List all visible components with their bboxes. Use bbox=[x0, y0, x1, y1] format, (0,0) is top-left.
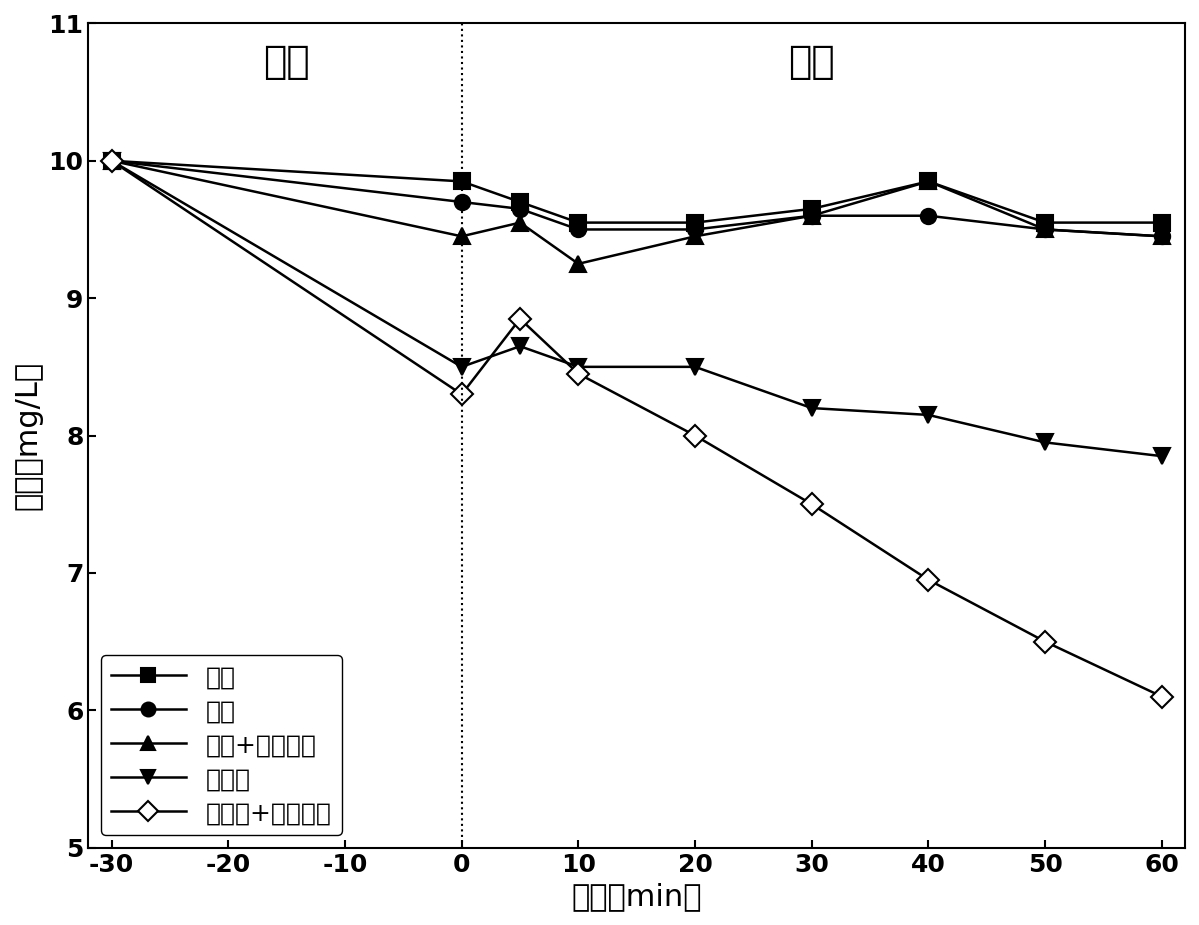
光解+超声雾化 bbox=[513, 217, 528, 228]
Legend: 空白, 光解, 光解+超声雾化, 光催化, 光催化+超声雾化: 空白, 光解, 光解+超声雾化, 光催化, 光催化+超声雾化 bbox=[101, 655, 342, 835]
Line: 光解+超声雾化: 光解+超声雾化 bbox=[104, 154, 1169, 271]
光催化+超声雾化 bbox=[454, 388, 469, 400]
光解+超声雾化 bbox=[571, 258, 585, 269]
光解 bbox=[571, 224, 585, 235]
光催化+超声雾化 bbox=[513, 314, 528, 325]
空白 bbox=[104, 155, 119, 166]
空白 bbox=[1038, 217, 1053, 228]
Line: 光催化+超声雾化: 光催化+超声雾化 bbox=[104, 154, 1169, 704]
光解+超声雾化 bbox=[805, 210, 819, 221]
光催化+超声雾化 bbox=[571, 368, 585, 379]
光催化 bbox=[688, 362, 703, 373]
X-axis label: 时间（min）: 时间（min） bbox=[572, 882, 701, 911]
光解 bbox=[688, 224, 703, 235]
空白 bbox=[571, 217, 585, 228]
光解+超声雾化 bbox=[921, 176, 935, 187]
光解 bbox=[1155, 230, 1169, 241]
空白 bbox=[805, 204, 819, 215]
空白 bbox=[513, 196, 528, 207]
光解+超声雾化 bbox=[1038, 224, 1053, 235]
光催化+超声雾化 bbox=[104, 155, 119, 166]
光催化+超声雾化 bbox=[688, 430, 703, 441]
光解 bbox=[921, 210, 935, 221]
光解 bbox=[513, 204, 528, 215]
光催化 bbox=[454, 362, 469, 373]
空白 bbox=[1155, 217, 1169, 228]
空白 bbox=[688, 217, 703, 228]
光催化 bbox=[513, 340, 528, 352]
光催化+超声雾化 bbox=[1155, 691, 1169, 702]
光解 bbox=[104, 155, 119, 166]
光催化+超声雾化 bbox=[921, 574, 935, 586]
光催化 bbox=[805, 402, 819, 413]
光催化 bbox=[104, 155, 119, 166]
光解+超声雾化 bbox=[688, 230, 703, 241]
Line: 光催化: 光催化 bbox=[104, 154, 1169, 463]
光解+超声雾化 bbox=[1155, 230, 1169, 241]
光催化 bbox=[1038, 437, 1053, 448]
Text: 开灯: 开灯 bbox=[789, 43, 836, 80]
光催化+超声雾化 bbox=[1038, 636, 1053, 648]
光解+超声雾化 bbox=[454, 230, 469, 241]
Line: 光解: 光解 bbox=[104, 154, 1169, 244]
空白 bbox=[454, 176, 469, 187]
光催化 bbox=[571, 362, 585, 373]
Y-axis label: 浓度（mg/L）: 浓度（mg/L） bbox=[14, 361, 43, 510]
Text: 关灯: 关灯 bbox=[264, 43, 311, 80]
光解+超声雾化 bbox=[104, 155, 119, 166]
光解 bbox=[454, 196, 469, 207]
光催化+超声雾化 bbox=[805, 499, 819, 510]
空白 bbox=[921, 176, 935, 187]
光解 bbox=[805, 210, 819, 221]
光解 bbox=[1038, 224, 1053, 235]
光催化 bbox=[921, 410, 935, 421]
Line: 空白: 空白 bbox=[104, 154, 1169, 230]
光催化 bbox=[1155, 450, 1169, 462]
